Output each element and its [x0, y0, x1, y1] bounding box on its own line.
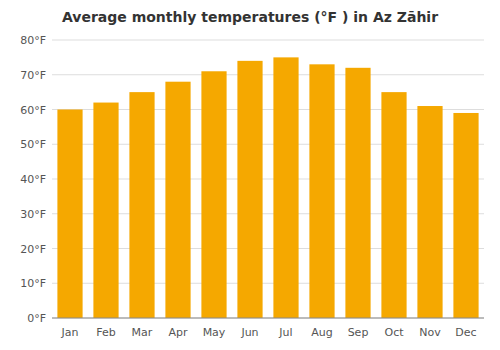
x-tick-label: Nov	[419, 326, 441, 339]
y-tick-label: 0°F	[27, 312, 46, 325]
y-tick-label: 30°F	[20, 208, 46, 221]
bar	[381, 92, 406, 318]
bar	[201, 71, 226, 318]
x-axis: Jan Feb Mar Apr May Jun Jul Aug Sep Oct Nov Dec	[61, 326, 477, 339]
y-tick-label: 60°F	[20, 104, 46, 117]
grid-line	[52, 74, 484, 75]
x-axis-line	[52, 318, 484, 319]
x-tick-label: Aug	[311, 326, 332, 339]
bar	[93, 103, 118, 318]
bar	[453, 113, 478, 318]
y-axis: 0°F 10°F 20°F 30°F 40°F 50°F 60°F 70°F 80°F	[20, 34, 46, 325]
bar	[309, 64, 334, 318]
y-tick-label: 70°F	[20, 69, 46, 82]
grid-line	[52, 318, 484, 319]
x-tick-label: Jun	[240, 326, 258, 339]
grid-line	[52, 40, 484, 41]
x-tick-label: Jan	[61, 326, 79, 339]
grid	[52, 40, 484, 318]
x-tick-label: Sep	[348, 326, 369, 339]
bar	[129, 92, 154, 318]
bar	[57, 110, 82, 319]
title: Average monthly temperatures (°F ) in Az…	[62, 9, 438, 25]
y-tick-label: 50°F	[20, 138, 46, 151]
x-tick-label: Feb	[96, 326, 115, 339]
x-tick-label: Dec	[455, 326, 476, 339]
x-tick-label: May	[203, 326, 226, 339]
bar	[165, 82, 190, 318]
y-tick-label: 10°F	[20, 277, 46, 290]
x-tick-label: Apr	[168, 326, 188, 339]
x-tick-label: Mar	[132, 326, 153, 339]
x-tick-label: Oct	[384, 326, 404, 339]
chart: Average monthly temperatures (°F ) in Az…	[0, 0, 500, 350]
y-tick-label: 80°F	[20, 34, 46, 47]
bar	[345, 68, 370, 318]
bar	[273, 57, 298, 318]
bars	[57, 57, 478, 318]
bar	[417, 106, 442, 318]
bar	[237, 61, 262, 318]
x-tick-label: Jul	[278, 326, 292, 339]
y-tick-label: 20°F	[20, 243, 46, 256]
y-tick-label: 40°F	[20, 173, 46, 186]
